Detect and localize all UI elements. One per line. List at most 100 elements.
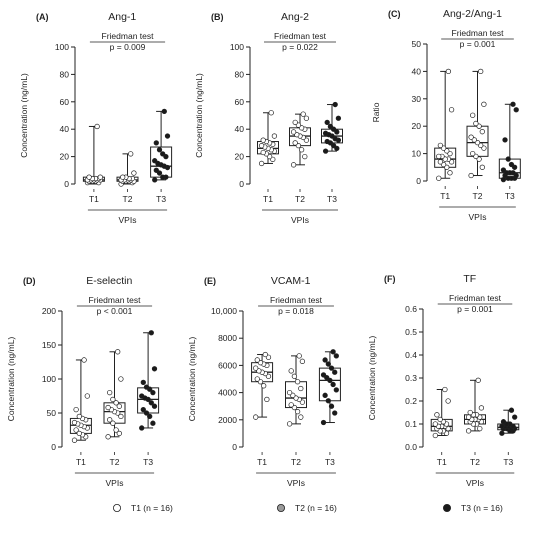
data-point [160, 174, 166, 180]
panel-title: Ang-1 [108, 11, 136, 23]
data-point [262, 351, 268, 358]
data-point [161, 108, 167, 115]
data-point [86, 174, 92, 180]
data-point [468, 172, 474, 179]
x-category-label: T2 [123, 194, 133, 204]
data-point [164, 133, 171, 139]
box-t1 [251, 351, 274, 420]
box-t2 [289, 111, 311, 168]
data-point [97, 174, 103, 180]
data-point [291, 373, 298, 379]
data-point [128, 151, 134, 157]
data-point [322, 148, 329, 154]
data-point [139, 425, 145, 431]
data-point [71, 437, 78, 443]
box-t3 [150, 108, 173, 183]
p-value: p = 0.022 [282, 42, 318, 52]
y-tick-label: 40 [412, 66, 422, 76]
data-point [322, 130, 329, 136]
data-point [148, 400, 154, 406]
test-label: Friedman test [452, 28, 505, 38]
y-tick-label: 0.0 [405, 442, 417, 452]
p-value: p = 0.009 [110, 42, 146, 52]
data-point [152, 177, 158, 183]
data-point [437, 416, 443, 423]
data-point [71, 419, 78, 426]
data-point [107, 389, 113, 396]
y-tick-label: 40 [60, 124, 70, 134]
x-category-label: T2 [473, 191, 483, 201]
y-tick-label: 0 [232, 442, 237, 452]
box-t2 [285, 353, 307, 427]
test-label: Friedman test [89, 295, 142, 305]
y-axis-title: Concentration (ng/mL) [367, 336, 377, 421]
p-value: p = 0.018 [278, 306, 314, 316]
data-point [475, 377, 481, 383]
panel-letter: (C) [388, 9, 401, 19]
data-point [447, 170, 453, 176]
data-point [152, 158, 158, 164]
data-point [298, 385, 304, 392]
data-point [261, 383, 267, 389]
x-category-label: T2 [291, 457, 301, 467]
data-point [147, 413, 153, 420]
data-point [113, 427, 119, 433]
y-tick-label: 100 [42, 374, 56, 384]
data-point [481, 101, 487, 107]
panel-letter: (D) [23, 276, 36, 286]
data-point [478, 405, 485, 411]
test-label: Friedman test [449, 293, 502, 303]
data-point [434, 412, 440, 418]
x-axis-title: VPIs [466, 478, 484, 488]
data-point [508, 161, 515, 168]
y-tick-label: 50 [412, 39, 422, 49]
legend-label: T3 (n = 16) [461, 503, 503, 513]
panel-letter: (E) [204, 276, 216, 286]
data-point [288, 368, 294, 374]
data-point [445, 398, 451, 404]
data-point [120, 174, 126, 180]
data-point [286, 421, 293, 427]
data-point [116, 403, 122, 409]
y-tick-label: 0.1 [405, 419, 417, 429]
data-point [292, 140, 298, 146]
x-category-label: T3 [156, 194, 166, 204]
x-axis-title: VPIs [469, 212, 487, 222]
y-tick-label: 10 [412, 149, 422, 159]
data-point [105, 434, 111, 440]
data-point [508, 407, 515, 413]
y-tick-label: 150 [42, 340, 56, 350]
data-point [303, 115, 310, 121]
data-point [442, 386, 448, 393]
data-point [468, 134, 474, 140]
panel-title: Ang-2/Ang-1 [443, 8, 502, 20]
data-point [328, 403, 335, 409]
x-axis-title: VPIs [291, 215, 309, 225]
x-category-label: T2 [295, 194, 305, 204]
y-tick-label: 0 [239, 179, 244, 189]
test-label: Friedman test [274, 31, 327, 41]
data-point [325, 361, 331, 367]
data-point [81, 357, 87, 363]
panel-title: VCAM-1 [271, 275, 311, 287]
box-t3 [321, 101, 343, 154]
data-point [499, 430, 505, 436]
data-point [332, 369, 338, 375]
data-point [253, 365, 259, 371]
y-tick-label: 0 [64, 179, 69, 189]
x-category-label: T1 [76, 457, 86, 467]
y-tick-label: 200 [42, 306, 56, 316]
box-t1 [82, 123, 105, 186]
y-tick-label: 6000 [218, 360, 237, 370]
y-tick-label: 10,000 [211, 306, 237, 316]
data-point [477, 425, 483, 432]
legend-marker [276, 503, 285, 512]
data-point [107, 417, 113, 423]
test-label: Friedman test [102, 31, 155, 41]
data-point [296, 353, 302, 359]
box-t3 [498, 101, 521, 183]
x-category-label: T2 [470, 457, 480, 467]
y-axis-title: Concentration (ng/mL) [6, 337, 16, 422]
data-point [260, 149, 266, 156]
